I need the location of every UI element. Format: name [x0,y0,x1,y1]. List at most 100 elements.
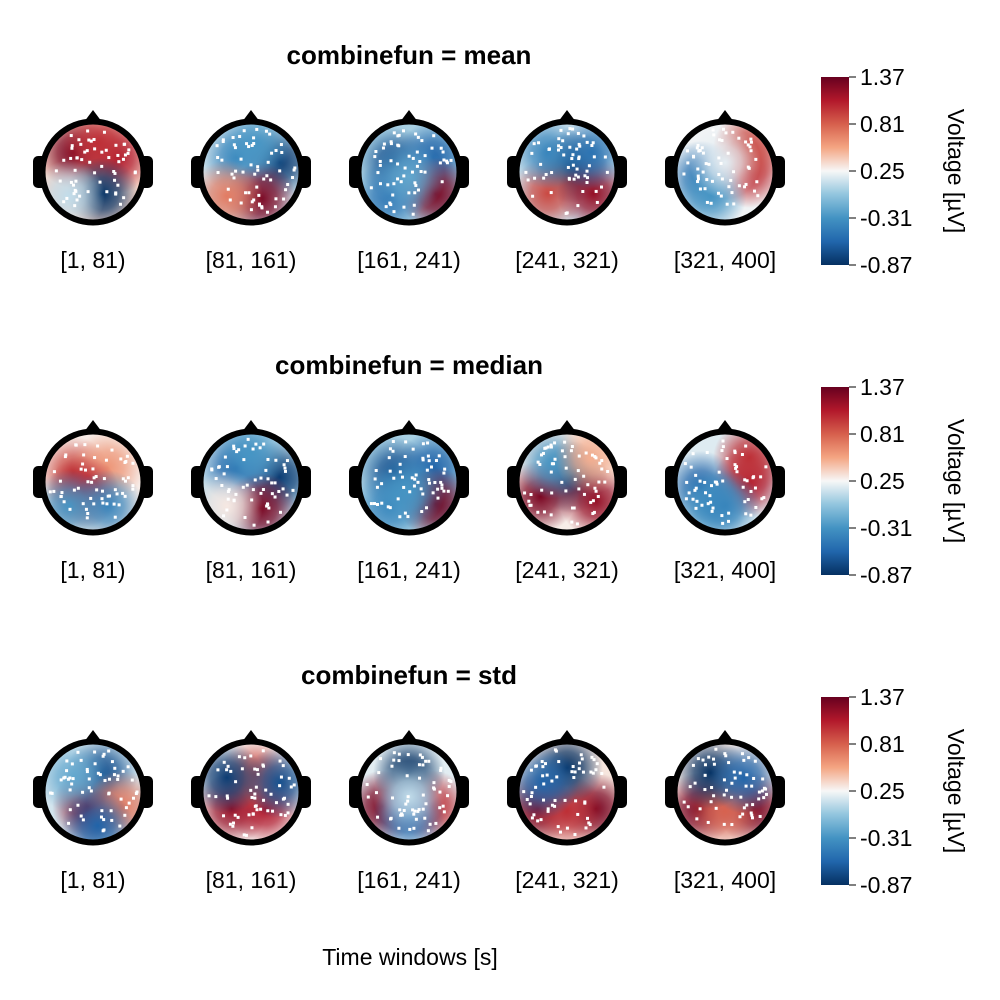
electrode-marker [564,489,568,493]
electrode-marker [89,789,93,793]
electrode-marker [254,804,258,808]
electrode-marker [75,198,79,202]
electrode-marker [726,151,730,155]
electrode-marker [596,494,600,498]
electrode-marker [390,796,394,800]
electrode-marker [79,467,83,471]
electrode-marker [232,499,236,503]
electrode-marker [705,178,709,182]
electrode-marker [594,768,598,772]
electrode-marker [691,763,695,767]
electrode-marker [414,473,418,477]
electrode-marker [392,182,396,186]
head-outline [355,428,463,536]
electrode-marker [398,808,402,812]
electrode-marker [70,762,74,766]
electrode-marker [82,453,86,457]
electrode-marker [226,490,230,494]
electrode-marker [76,750,80,754]
electrode-marker [711,506,715,510]
electrode-marker [96,771,100,775]
electrode-marker [245,142,249,146]
electrode-marker [70,782,74,786]
electrode-marker [737,136,741,140]
colorbar-tick-label: 0.25 [860,778,905,804]
electrode-marker [283,466,287,470]
electrode-marker [544,762,548,766]
electrode-marker [249,208,253,212]
electrode-marker [554,749,558,753]
time-window-label: [321, 400] [674,557,776,583]
electrode-marker [261,763,265,767]
electrode-marker [545,773,549,777]
electrode-marker [241,485,245,489]
electrode-marker [126,476,130,480]
electrode-marker [573,477,577,481]
electrode-marker [400,813,404,817]
electrode-marker [416,135,420,139]
electrode-marker [413,809,417,813]
colorbar-tick-label: -0.87 [860,252,912,278]
electrode-marker [221,138,225,142]
head-outline [513,738,621,846]
electrode-marker [397,752,401,756]
electrode-marker [733,776,737,780]
electrode-marker [762,786,766,790]
electrode-marker [121,477,125,481]
electrode-marker [753,486,757,490]
electrode-marker [388,469,392,473]
electrode-marker [102,818,106,822]
electrode-marker [89,496,93,500]
electrode-marker [270,151,274,155]
electrode-marker [416,188,420,192]
topo-field-blob [708,744,773,814]
electrode-marker [100,489,104,493]
electrode-marker [523,491,527,495]
electrode-marker [226,796,230,800]
electrode-marker [549,513,553,517]
electrode-marker [278,169,282,173]
electrode-marker [87,786,91,790]
electrode-marker [530,151,534,155]
electrode-marker [266,457,270,461]
electrode-marker [123,479,127,483]
electrode-marker [406,795,410,799]
electrode-marker [67,821,71,825]
electrode-marker [84,507,88,511]
electrode-marker [594,189,598,193]
electrode-marker [710,786,714,790]
electrode-marker [730,795,734,799]
row-title: combinefun = mean [287,40,532,70]
electrode-marker [743,500,747,504]
electrode-marker [550,491,554,495]
electrode-marker [721,479,725,483]
topoplot-head [33,420,153,536]
electrode-marker [256,772,260,776]
electrode-marker [71,777,75,781]
electrode-marker [443,467,447,471]
electrode-marker [719,194,723,198]
electrode-marker [724,754,728,758]
electrode-marker [442,489,446,493]
electrode-marker [83,443,87,447]
electrode-marker [389,140,393,144]
electrode-marker [557,760,561,764]
electrode-marker [582,134,586,138]
electrode-marker [107,791,111,795]
electrode-marker [261,488,265,492]
electrode-marker [65,759,69,763]
electrode-marker [724,131,728,135]
electrode-marker [60,491,64,495]
electrode-marker [418,776,422,780]
electrode-marker [234,169,238,173]
electrode-marker [220,158,224,162]
electrode-marker [375,485,379,489]
electrode-marker [439,146,443,150]
electrode-marker [292,168,296,172]
electrode-marker [410,476,414,480]
electrode-marker [590,143,594,147]
electrode-marker [374,468,378,472]
electrode-marker [58,179,62,183]
electrode-marker [710,509,714,513]
electrode-marker [606,469,610,473]
